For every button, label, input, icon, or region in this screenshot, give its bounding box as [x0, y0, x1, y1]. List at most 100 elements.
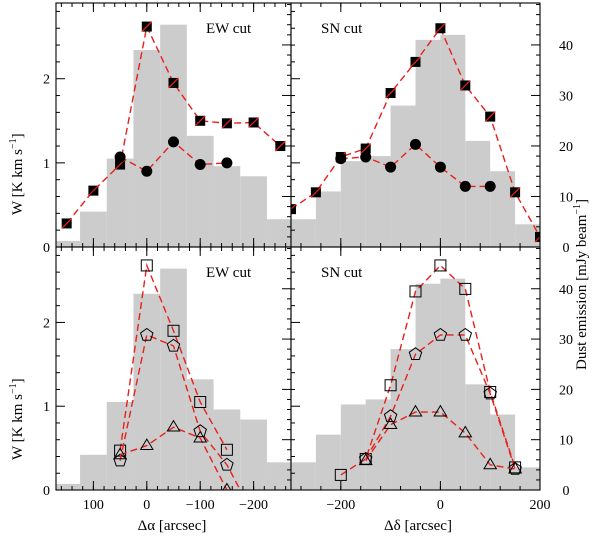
- data-point-open-triangle: [433, 404, 448, 417]
- dust-tick-label: 0: [563, 241, 570, 256]
- data-point-tick: [141, 21, 153, 32]
- dust-bar: [266, 462, 291, 490]
- dust-bar: [240, 419, 267, 490]
- dust-tick-label: 0: [563, 484, 570, 499]
- x-axis-title-sn: Δδ [arcsec]: [384, 518, 452, 534]
- data-point-open-triangle: [358, 453, 373, 466]
- dust-bar: [390, 105, 416, 247]
- dust-bar: [240, 176, 267, 247]
- data-point-open-triangle: [383, 417, 398, 430]
- data-point-circle: [360, 151, 372, 163]
- y-tick-label: 0: [43, 241, 50, 256]
- dust-bar: [160, 24, 187, 247]
- y-axis-title-top: W [K km s−1]: [8, 133, 26, 215]
- dust-tick-label: 30: [559, 89, 573, 104]
- dust-bar: [186, 135, 214, 247]
- data-point-open-pentagon: [383, 409, 398, 422]
- dust-tick-label: 10: [559, 434, 573, 449]
- labels-layer: W [K km s−1] W [K km s−1] Dust emission …: [8, 133, 590, 534]
- dust-tick-label: 30: [559, 333, 573, 348]
- data-point-tick: [248, 117, 260, 128]
- data-point-open-pentagon: [508, 461, 522, 475]
- data-point-tick: [534, 236, 540, 243]
- y-axis-title-bottom: W [K km s−1]: [8, 378, 26, 460]
- series-line: [365, 411, 516, 470]
- data-point-tick: [385, 87, 397, 99]
- dust-bar: [440, 34, 466, 247]
- x-tick-label: −200: [239, 498, 268, 513]
- data-point-circle: [410, 138, 421, 150]
- data-point-tick: [459, 80, 471, 91]
- series-line: [365, 334, 516, 470]
- y-tick-label: 2: [43, 316, 50, 331]
- x-tick-label: 0: [437, 498, 444, 513]
- y-tick-label: 2: [43, 73, 50, 88]
- dust-bar: [213, 166, 241, 247]
- x-axis-title-ew: Δα [arcsec]: [138, 518, 207, 534]
- data-point-circle: [114, 151, 126, 163]
- data-point-open-triangle: [166, 419, 181, 432]
- data-point-open-pentagon: [408, 347, 423, 360]
- data-point-tick: [434, 22, 446, 34]
- data-point-circle: [194, 159, 206, 171]
- dust-bar: [133, 293, 161, 490]
- dust-bar: [440, 278, 466, 490]
- data-point-open-pentagon: [483, 386, 497, 400]
- dust-bar: [266, 219, 291, 247]
- y-tick-label: 0: [43, 484, 50, 499]
- dust-tick-label: 40: [559, 39, 573, 54]
- data-point-tick: [87, 185, 99, 197]
- data-point-tick: [484, 111, 496, 123]
- data-point-tick: [360, 143, 372, 154]
- data-point-open-square: [140, 259, 153, 272]
- data-point-circle: [385, 161, 397, 173]
- dust-bar: [515, 467, 540, 490]
- data-point-open-square: [167, 324, 180, 337]
- data-point-tick: [168, 77, 179, 89]
- y-tick-label: 1: [43, 400, 50, 415]
- dust-bar: [340, 404, 366, 490]
- data-point-open-triangle: [483, 457, 498, 470]
- data-point-open-square: [220, 443, 233, 456]
- data-point-tick: [221, 117, 233, 129]
- dust-bar: [56, 240, 81, 247]
- data-point-open-triangle: [508, 461, 523, 474]
- panel-label: EW cut: [206, 21, 252, 37]
- dust-bar: [315, 191, 341, 247]
- panel-label: EW cut: [206, 265, 252, 281]
- x-tick-label: 200: [530, 498, 551, 513]
- x-tick-label: −200: [326, 498, 355, 513]
- data-point-circle: [459, 180, 471, 192]
- series-line: [340, 264, 516, 476]
- dust-bar: [133, 49, 161, 247]
- data-point-open-pentagon: [433, 327, 448, 341]
- dust-tick-label: 20: [559, 383, 573, 398]
- data-point-tick: [194, 115, 206, 127]
- x-tick-label: −100: [186, 498, 215, 513]
- series-line: [119, 262, 228, 451]
- panel-3: [56, 259, 291, 490]
- panel-1: [56, 21, 291, 247]
- data-point-circle: [141, 165, 153, 177]
- data-point-open-square: [384, 379, 397, 392]
- data-point-tick: [509, 186, 521, 198]
- y-tick-label: 1: [43, 157, 50, 172]
- dust-bar: [106, 158, 134, 247]
- dust-tick-label: 20: [559, 140, 573, 155]
- x-tick-label: 100: [83, 498, 104, 513]
- dust-bar: [415, 283, 441, 490]
- panel-frame: [290, 246, 541, 491]
- x-tick-label: 0: [143, 498, 150, 513]
- dust-axis-title: Dust emission [mJy beam−1]: [572, 199, 590, 370]
- data-point-open-triangle: [458, 425, 473, 438]
- data-point-open-square: [409, 285, 422, 298]
- dust-bar: [490, 414, 516, 490]
- data-point-open-square: [194, 396, 207, 409]
- data-point-circle: [484, 180, 496, 192]
- dust-bar: [291, 219, 316, 247]
- series-line: [119, 334, 242, 490]
- data-point-tick: [310, 186, 322, 198]
- data-point-open-triangle: [113, 447, 128, 460]
